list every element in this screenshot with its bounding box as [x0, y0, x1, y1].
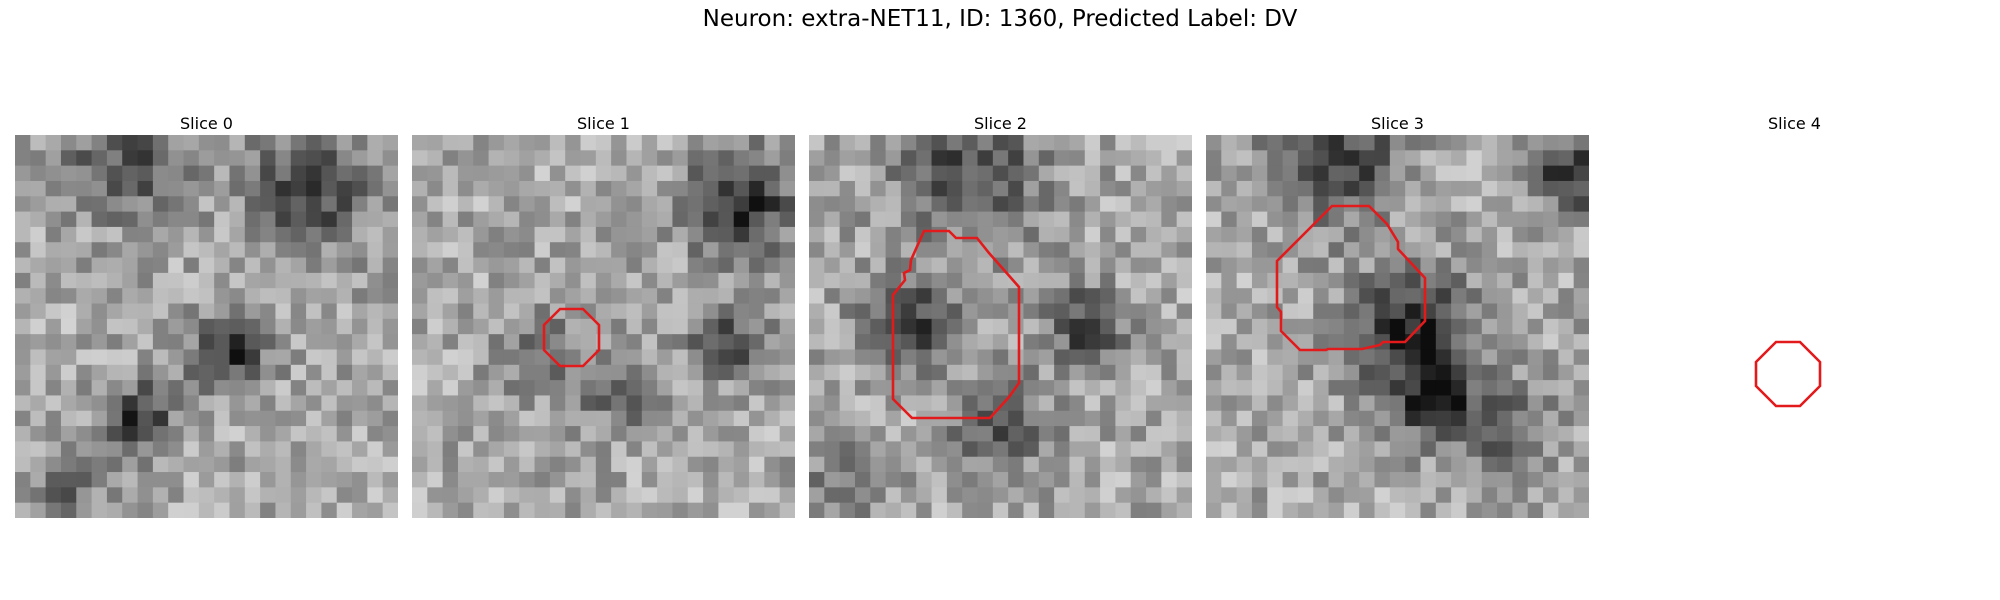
pixel-grid [412, 135, 795, 518]
slice-title: Slice 2 [974, 114, 1027, 133]
slice-image-1 [412, 135, 795, 518]
slice-panel-2: Slice 2 [809, 113, 1192, 518]
slice-image-0 [15, 135, 398, 518]
slice-image-3 [1206, 135, 1589, 518]
roi-outline [1275, 204, 1427, 352]
roi-outline [1754, 340, 1822, 408]
slice-panel-1: Slice 1 [412, 113, 795, 518]
pixel-grid [1206, 135, 1589, 518]
slice-panel-0: Slice 0 [15, 113, 398, 518]
pixel-grid [15, 135, 398, 518]
slice-title: Slice 1 [577, 114, 630, 133]
slice-title: Slice 0 [180, 114, 233, 133]
roi-outline [542, 307, 601, 368]
roi-outline [891, 229, 1021, 420]
figure-title: Neuron: extra-NET11, ID: 1360, Predicted… [702, 6, 1298, 32]
slice-title: Slice 4 [1768, 114, 1821, 133]
pixel-grid [809, 135, 1192, 518]
slice-image-2 [809, 135, 1192, 518]
slice-image-4 [1754, 340, 1822, 408]
slice-panel-3: Slice 3 [1206, 113, 1589, 518]
slice-title: Slice 3 [1371, 114, 1424, 133]
slice-panel-4: Slice 4 [1603, 113, 1986, 518]
